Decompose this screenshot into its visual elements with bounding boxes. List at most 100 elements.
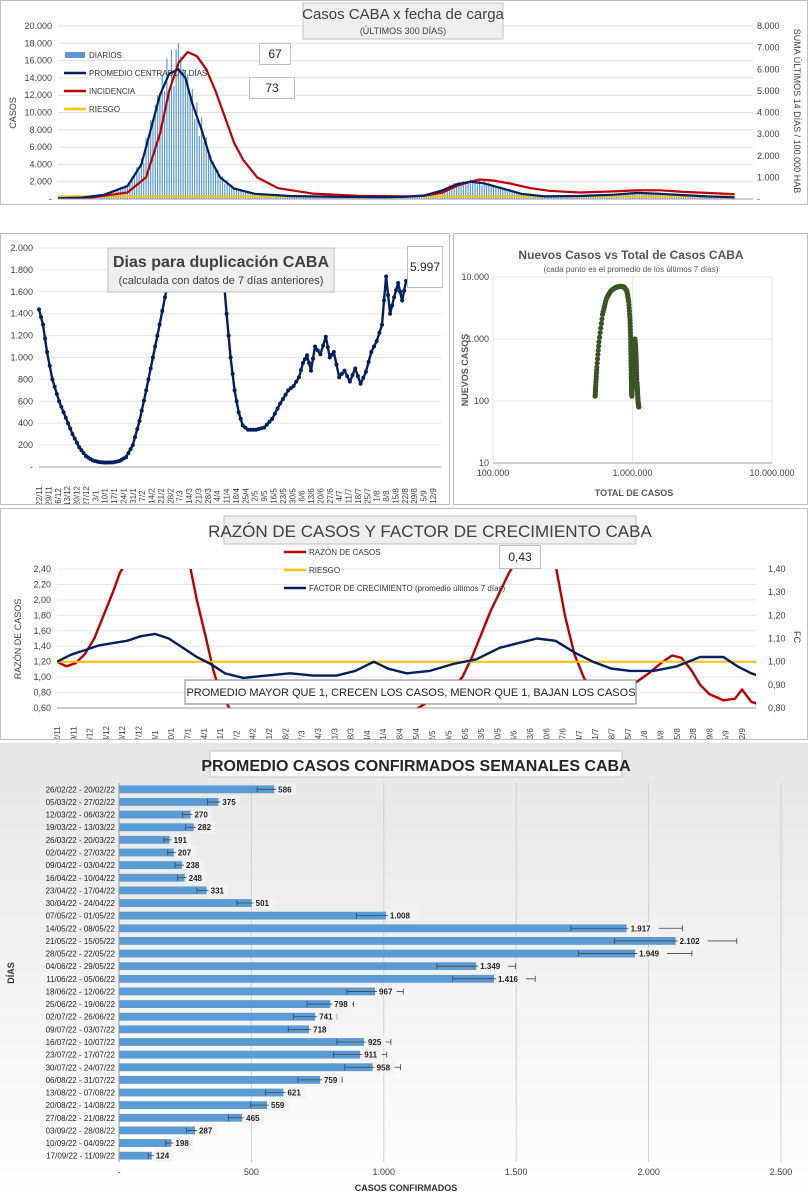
casos-daily-bar (483, 180, 485, 199)
razon-y2label: FC (792, 631, 802, 643)
razon-y2tick: 1,00 (768, 657, 786, 667)
sem-value-label: 2.102 (680, 937, 701, 946)
sem-category-label: 05/03/22 - 27/02/22 (46, 798, 116, 807)
dup-point (74, 440, 79, 445)
razon-xtick: 21/3 (330, 728, 339, 740)
razon-xtick: 6/12 (86, 728, 95, 740)
dup-ytick: 2.000 (10, 243, 33, 253)
casos-daily-bar (499, 186, 502, 199)
dup-point (148, 366, 153, 371)
razon-ytick: 2,00 (33, 595, 51, 605)
dup-point (305, 353, 309, 358)
dup-point (61, 410, 66, 415)
dup-xtick: 11/4 (223, 488, 232, 504)
casos-title-box (302, 2, 504, 40)
casos-daily-bar (226, 180, 228, 199)
dup-xtick: 23/5 (279, 488, 288, 504)
casos-daily-bar (166, 58, 168, 200)
casos-daily-bar (140, 158, 142, 199)
sem-value-label: 586 (278, 785, 292, 794)
casos-box-2: 73 (249, 77, 295, 99)
sem-value-bg (478, 960, 509, 973)
casos-daily-bar (235, 187, 237, 199)
casos-daily-bar (446, 189, 448, 199)
razon-xtick: 28/2 (281, 728, 290, 740)
dup-point (283, 392, 288, 397)
casos-daily-bar (212, 161, 214, 199)
casos-daily-bar (555, 195, 557, 199)
sem-bar (119, 1063, 373, 1072)
sem-bar (119, 937, 676, 945)
dup-point (307, 360, 312, 365)
casos-daily-bar (437, 191, 439, 199)
casos-daily-bar (330, 196, 332, 199)
dup-point (141, 398, 146, 403)
dup-xtick: 4/4 (213, 490, 222, 502)
dup-point (372, 344, 376, 349)
dup-point (334, 362, 339, 367)
sem-value-bg (196, 1124, 217, 1137)
sem-value-label: 967 (379, 987, 393, 996)
razon-ytick: 2,40 (33, 564, 51, 574)
sem-value-label: 911 (364, 1051, 377, 1060)
dup-point (47, 363, 52, 368)
sem-category-label: 09/04/22 - 03/04/22 (46, 861, 116, 870)
sem-value-bg (186, 871, 207, 884)
dup-point (41, 322, 46, 327)
casos-daily-bar (168, 92, 170, 199)
razon-note: PROMEDIO MAYOR QUE 1, CRECEN LOS CASOS, … (186, 687, 635, 699)
casos-legend-label: DIARIOS (89, 51, 122, 60)
sem-bar (119, 987, 376, 996)
casos-daily-bar (472, 182, 474, 199)
razon-xtick: 13/6 (526, 728, 535, 740)
sem-category-label: 16/07/22 - 10/07/22 (46, 1038, 116, 1047)
casos-box-1: 67 (259, 43, 291, 65)
casos-daily-bar (453, 182, 455, 199)
razon-xtick: 22/11 (53, 726, 62, 740)
sem-value-bg (269, 1099, 289, 1112)
casos-daily-bar (319, 196, 321, 199)
dup-point (77, 445, 82, 450)
sem-bar (119, 899, 252, 907)
dup-xtick: 15/8 (391, 488, 400, 504)
dup-subtitle: (calculada con datos de 7 días anteriore… (119, 275, 324, 287)
nvt-point (594, 356, 601, 362)
casos-title: Casos CABA x fecha de carga (302, 6, 504, 23)
casos-daily-bar (191, 88, 193, 199)
nvt-xtick: 1.000.000 (612, 468, 652, 478)
dup-point (157, 322, 162, 327)
sem-value-label: 282 (198, 823, 212, 832)
sem-value-label: 1.008 (390, 912, 411, 921)
dup-title-box (107, 247, 335, 293)
dup-xtick: 12/9 (429, 488, 438, 504)
casos-daily-bar (562, 196, 564, 199)
dup-xtick: 3/1 (91, 490, 100, 502)
dup-xtick: 5/9 (420, 490, 429, 502)
razon-xtick: 18/4 (396, 728, 405, 740)
casos-daily-bar (557, 196, 559, 199)
dup-point (63, 415, 68, 420)
dup-point (124, 455, 129, 460)
nvt-point (595, 347, 601, 353)
casos-daily-bar (210, 156, 212, 199)
casos-daily-bar (298, 195, 300, 199)
razon-y2tick: 1,10 (768, 634, 786, 644)
casos-ytick: 14.000 (24, 73, 52, 83)
dup-xtick: 16/5 (270, 488, 279, 504)
dup-ytick: - (30, 462, 33, 472)
sem-xtick: 500 (244, 1167, 259, 1177)
sem-xtick: 1.000 (373, 1167, 396, 1177)
casos-ytick: 12.000 (24, 90, 52, 100)
dup-xtick: 22/8 (401, 488, 410, 504)
dup-point (363, 369, 368, 374)
sem-bar (119, 1151, 152, 1160)
sem-value-label: 238 (186, 861, 200, 870)
dup-point (369, 350, 374, 355)
casos-daily-bar (326, 196, 328, 199)
dup-point (291, 383, 296, 388)
casos-daily-bar (240, 189, 242, 199)
casos-y2tick: 6.000 (757, 64, 780, 74)
sem-category-label: 06/08/22 - 31/07/22 (46, 1076, 116, 1085)
nvt-ylabel: NUEVOS CASOS (460, 334, 470, 407)
dup-ytick: 1.200 (10, 331, 33, 341)
